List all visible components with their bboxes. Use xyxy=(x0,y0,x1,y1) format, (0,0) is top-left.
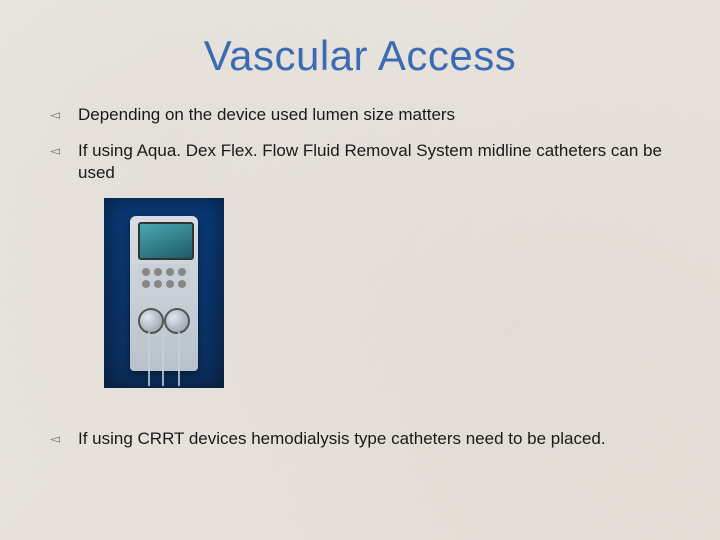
device-button-icon xyxy=(142,268,150,276)
device-button-icon xyxy=(166,268,174,276)
bullet-item: ◅ Depending on the device used lumen siz… xyxy=(48,104,672,126)
device-button-icon xyxy=(166,280,174,288)
device-screen-shape xyxy=(138,222,194,260)
device-image xyxy=(104,198,224,388)
device-button-icon xyxy=(178,280,186,288)
bullet-marker-icon: ◅ xyxy=(48,428,78,450)
device-button-icon xyxy=(142,280,150,288)
bullet-text: If using Aqua. Dex Flex. Flow Fluid Remo… xyxy=(78,140,672,184)
slide-container: Vascular Access ◅ Depending on the devic… xyxy=(0,0,720,540)
spacer xyxy=(48,388,672,428)
device-button-icon xyxy=(154,268,162,276)
device-panel-shape xyxy=(138,264,190,294)
bullet-text: If using CRRT devices hemodialysis type … xyxy=(78,428,672,450)
bullet-item: ◅ If using CRRT devices hemodialysis typ… xyxy=(48,428,672,450)
bullet-text: Depending on the device used lumen size … xyxy=(78,104,672,126)
device-pump-icon xyxy=(138,308,164,334)
device-tube-shape xyxy=(148,332,150,386)
device-body-shape xyxy=(130,216,198,371)
device-button-icon xyxy=(178,268,186,276)
device-pump-icon xyxy=(164,308,190,334)
device-tube-shape xyxy=(178,332,180,386)
bullet-marker-icon: ◅ xyxy=(48,104,78,126)
bullet-marker-icon: ◅ xyxy=(48,140,78,162)
bullet-item: ◅ If using Aqua. Dex Flex. Flow Fluid Re… xyxy=(48,140,672,184)
device-button-icon xyxy=(154,280,162,288)
device-tube-shape xyxy=(162,332,164,386)
slide-title: Vascular Access xyxy=(48,32,672,80)
